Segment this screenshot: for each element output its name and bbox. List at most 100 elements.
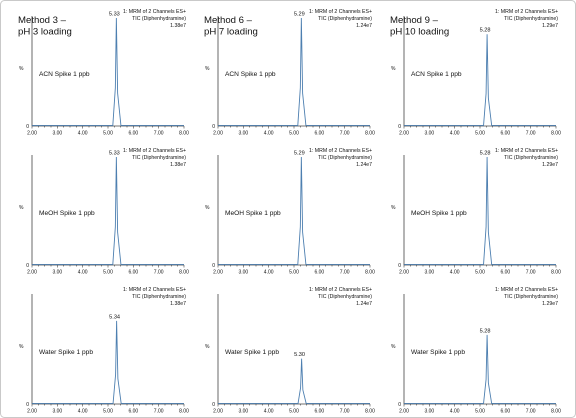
y-tick-label: 0 (212, 402, 215, 408)
x-tick-label: 6.00 (128, 270, 138, 276)
x-tick-label: 6.00 (314, 270, 324, 276)
x-tick-label: 5.00 (289, 409, 299, 415)
x-tick-label: 7.00 (526, 131, 536, 137)
sample-annotation: ACN Spike 1 ppb (411, 71, 462, 78)
header-line-3: 1.38e7 (170, 301, 186, 307)
header-line-1: 1: MRM of 2 Channels ES+ (123, 148, 186, 154)
x-tick-label: 2.00 (399, 131, 409, 137)
x-tick-label: 3.00 (238, 270, 248, 276)
y-axis-label: % (391, 205, 396, 211)
x-tick-label: 4.00 (264, 270, 274, 276)
x-tick-label: 6.00 (128, 409, 138, 415)
x-tick-label: 3.00 (238, 131, 248, 137)
sample-annotation: Water Spike 1 ppb (411, 349, 465, 356)
header-line-1: 1: MRM of 2 Channels ES+ (495, 287, 558, 293)
x-tick-label: 7.00 (340, 131, 350, 137)
panel-title: Method 3 – pH 3 loading (18, 15, 72, 38)
x-tick-label: 6.00 (500, 270, 510, 276)
x-tick-label: 7.00 (154, 409, 164, 415)
chromatogram-panel-7: 1: MRM of 2 Channels ES+TIC (Diphenhydra… (19, 287, 189, 415)
sample-annotation: MeOH Spike 1 ppb (225, 210, 281, 217)
peak-label: 5.33 (109, 12, 120, 18)
chromatogram-panel-4: 1: MRM of 2 Channels ES+TIC (Diphenhydra… (19, 148, 189, 276)
sample-annotation: Water Spike 1 ppb (39, 349, 93, 356)
x-tick-label: 8.00 (551, 131, 561, 137)
header-line-2: TIC (Diphenhydramine) (318, 294, 372, 300)
x-tick-label: 5.00 (289, 131, 299, 137)
x-tick-label: 2.00 (213, 131, 223, 137)
y-tick-label: 0 (26, 402, 29, 408)
x-tick-label: 4.00 (450, 270, 460, 276)
peak-label: 5.28 (480, 151, 491, 157)
header-line-2: TIC (Diphenhydramine) (132, 155, 186, 161)
x-tick-label: 4.00 (264, 409, 274, 415)
x-tick-label: 6.00 (314, 131, 324, 137)
x-tick-label: 6.00 (500, 131, 510, 137)
x-tick-label: 2.00 (27, 409, 37, 415)
x-tick-label: 8.00 (365, 270, 375, 276)
y-tick-label: 0 (212, 124, 215, 130)
header-line-3: 1.38e7 (170, 23, 186, 29)
peak-label: 5.29 (294, 151, 305, 157)
x-tick-label: 2.00 (399, 270, 409, 276)
x-tick-label: 7.00 (154, 131, 164, 137)
y-axis-label: % (19, 344, 24, 350)
x-tick-label: 5.00 (103, 409, 113, 415)
x-tick-label: 5.00 (103, 131, 113, 137)
sample-annotation: Water Spike 1 ppb (225, 349, 279, 356)
x-tick-label: 8.00 (179, 409, 189, 415)
y-tick-label: 0 (26, 124, 29, 130)
header-line-1: 1: MRM of 2 Channels ES+ (495, 148, 558, 154)
chromatogram-trace (218, 17, 370, 126)
header-line-3: 1.24e7 (356, 23, 372, 29)
x-tick-label: 6.00 (500, 409, 510, 415)
x-tick-label: 7.00 (154, 270, 164, 276)
x-tick-label: 8.00 (551, 409, 561, 415)
header-line-1: 1: MRM of 2 Channels ES+ (309, 148, 372, 154)
peak-label: 5.30 (294, 352, 305, 358)
x-tick-label: 3.00 (52, 131, 62, 137)
x-tick-label: 4.00 (450, 409, 460, 415)
header-line-1: 1: MRM of 2 Channels ES+ (309, 9, 372, 15)
x-tick-label: 4.00 (78, 131, 88, 137)
chromatogram-panel-8: 1: MRM of 2 Channels ES+TIC (Diphenhydra… (205, 287, 375, 415)
y-tick-label: 0 (398, 402, 401, 408)
header-line-3: 1.29e7 (542, 162, 558, 168)
x-tick-label: 4.00 (78, 270, 88, 276)
sample-annotation: MeOH Spike 1 ppb (39, 210, 95, 217)
x-tick-label: 4.00 (264, 131, 274, 137)
y-axis-label: % (19, 66, 24, 72)
x-tick-label: 7.00 (340, 270, 350, 276)
header-line-1: 1: MRM of 2 Channels ES+ (309, 287, 372, 293)
header-line-2: TIC (Diphenhydramine) (132, 16, 186, 22)
panel-title: Method 6 – pH 7 loading (204, 15, 258, 38)
chromatogram-panel-2: Method 6 – pH 7 loading 1: MRM of 2 Channe… (204, 9, 375, 137)
chromatogram-panel-3: Method 9 – pH 10 loading 1: MRM of 2 Chann… (390, 9, 561, 137)
x-tick-label: 4.00 (450, 131, 460, 137)
y-tick-label: 0 (212, 263, 215, 269)
peak-label: 5.28 (480, 328, 491, 334)
header-line-1: 1: MRM of 2 Channels ES+ (123, 9, 186, 15)
x-tick-label: 3.00 (424, 409, 434, 415)
x-tick-label: 3.00 (238, 409, 248, 415)
x-tick-label: 2.00 (213, 409, 223, 415)
y-axis-label: % (19, 205, 24, 211)
header-line-2: TIC (Diphenhydramine) (318, 16, 372, 22)
y-axis-label: % (205, 66, 210, 72)
sample-annotation: ACN Spike 1 ppb (225, 71, 276, 78)
sample-annotation: MeOH Spike 1 ppb (411, 210, 467, 217)
x-tick-label: 6.00 (128, 131, 138, 137)
x-tick-label: 4.00 (78, 409, 88, 415)
x-tick-label: 3.00 (52, 409, 62, 415)
header-line-3: 1.38e7 (170, 162, 186, 168)
x-tick-label: 5.00 (475, 270, 485, 276)
header-line-1: 1: MRM of 2 Channels ES+ (495, 9, 558, 15)
chromatogram-trace (32, 320, 184, 404)
x-tick-label: 5.00 (475, 409, 485, 415)
x-tick-label: 7.00 (526, 409, 536, 415)
chromatogram-panel-6: 1: MRM of 2 Channels ES+TIC (Diphenhydra… (391, 148, 561, 276)
x-tick-label: 8.00 (365, 409, 375, 415)
y-tick-label: 0 (398, 263, 401, 269)
chromatogram-trace (32, 17, 184, 126)
